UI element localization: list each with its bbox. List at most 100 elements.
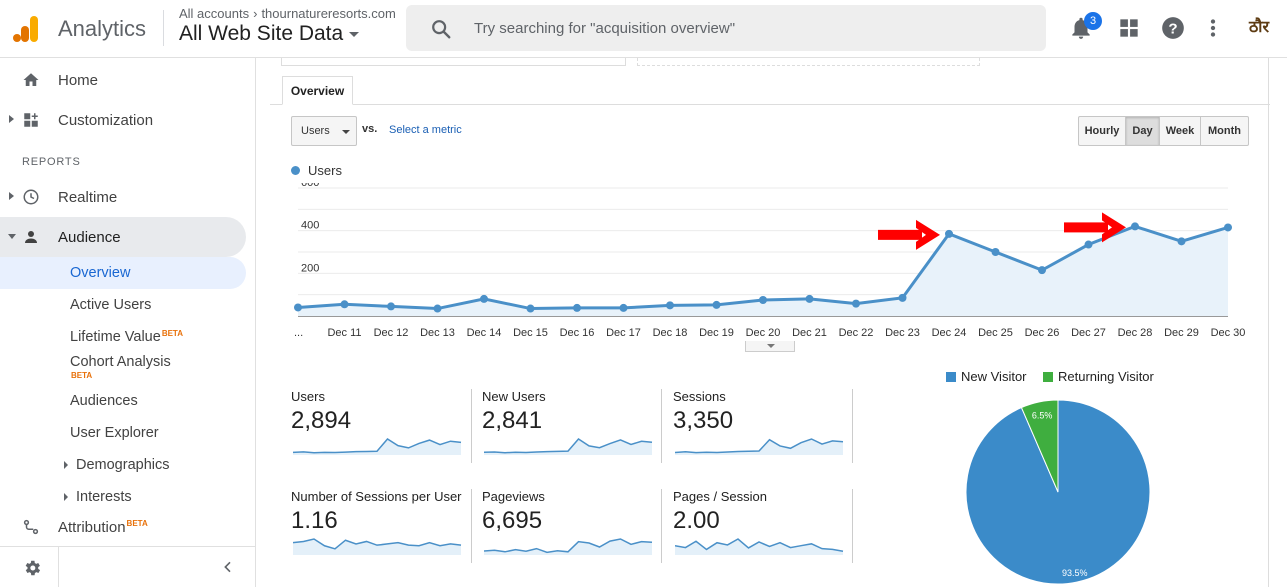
help-icon[interactable]: ? [1160, 15, 1186, 41]
sidebar-item-customization[interactable]: Customization [0, 100, 246, 140]
scorecard[interactable]: Users 2,894 [291, 389, 472, 469]
legend-swatch [291, 166, 300, 175]
legend-label: New Visitor [961, 369, 1027, 384]
clock-icon [23, 189, 39, 205]
sparkline-area [293, 439, 461, 455]
data-point [1084, 240, 1093, 249]
scorecard[interactable]: Number of Sessions per User 1.16 [291, 489, 472, 569]
scorecard-value: 2.00 [673, 507, 720, 534]
arrow-head [1102, 212, 1126, 243]
x-tick-label: Dec 15 [513, 327, 548, 339]
subitem-label: Cohort Analysis [70, 354, 171, 370]
home-icon [23, 73, 39, 86]
sidebar-item-label: Home [58, 72, 99, 89]
sidebar-subitem-cohort-analysis[interactable]: Cohort Analysis BETA [0, 349, 246, 385]
sidebar-subitem-active-users[interactable]: Active Users [0, 289, 246, 321]
range-month-button[interactable]: Month [1208, 125, 1241, 137]
sidebar-item-audience[interactable]: Audience [0, 217, 246, 257]
x-tick-label: Dec 19 [699, 327, 734, 339]
scorecard[interactable]: Sessions 3,350 [673, 389, 854, 469]
footer-divider [58, 547, 59, 587]
range-week-button[interactable]: Week [1160, 117, 1201, 145]
arrow-head [916, 219, 940, 250]
x-tick-label: ... [294, 327, 303, 339]
scorecard-divider [661, 489, 662, 563]
beta-badge: BETA [71, 371, 93, 380]
x-tick-label: Dec 23 [885, 327, 920, 339]
scorecard-sparkline [484, 538, 653, 555]
metric-select[interactable]: Users [291, 116, 357, 146]
apps-grid-icon[interactable] [1116, 15, 1142, 41]
expand-arrow-icon [64, 493, 68, 501]
chart-resize-handle[interactable] [745, 341, 795, 352]
breadcrumb-root[interactable]: All accounts [179, 6, 250, 21]
select-metric-link[interactable]: Select a metric [389, 124, 462, 136]
x-tick-label: Dec 22 [839, 327, 874, 339]
scorecard-sparkline [675, 538, 844, 555]
x-tick-label: Dec 27 [1071, 327, 1106, 339]
sidebar-subitem-lifetime-value[interactable]: Lifetime ValueBETA [0, 321, 246, 353]
data-point [759, 296, 767, 304]
sidebar-item-attribution[interactable]: AttributionBETA [0, 507, 246, 547]
beta-badge: BETA [126, 519, 148, 528]
data-point [898, 293, 907, 302]
sidebar-subitem-interests[interactable]: Interests [0, 481, 246, 513]
search-input[interactable] [474, 15, 1014, 41]
search-bar[interactable] [406, 5, 1046, 51]
sidebar-item-realtime[interactable]: Realtime [0, 177, 246, 217]
scorecard-label: Sessions [673, 389, 726, 404]
view-name[interactable]: All Web Site Data [179, 22, 344, 45]
sidebar-item-home[interactable]: Home [0, 60, 246, 100]
sidebar-subitem-user-explorer[interactable]: User Explorer [0, 417, 246, 449]
red-arrow-annotation [1064, 212, 1126, 243]
scorecard-value: 1.16 [291, 507, 338, 534]
reports-section-label: REPORTS [22, 156, 81, 168]
data-point [480, 294, 488, 303]
sidebar-subitem-audiences[interactable]: Audiences [0, 385, 246, 417]
sparkline-line [675, 538, 844, 553]
segment-box [281, 58, 626, 66]
sidebar-subitem-overview[interactable]: Overview [0, 257, 246, 289]
gear-icon[interactable] [22, 558, 42, 578]
pie-slice-label: 6.5% [1032, 410, 1053, 420]
range-day-button[interactable]: Day [1126, 117, 1160, 145]
scorecard[interactable]: Pageviews 6,695 [482, 489, 663, 569]
y-tick-label: 600 [301, 183, 319, 189]
search-icon [432, 20, 451, 39]
scorecard-value: 6,695 [482, 507, 543, 534]
header-divider [163, 10, 164, 46]
dashboard-plus-icon [24, 113, 38, 127]
pie-slice [1020, 399, 1059, 493]
scorecard-value: 3,350 [673, 407, 734, 434]
x-tick-label: Dec 25 [978, 327, 1013, 339]
app-name: Analytics [58, 16, 147, 41]
y-tick-label: 400 [301, 220, 319, 232]
scorecard[interactable]: Pages / Session 2.00 [673, 489, 854, 569]
sidebar-subitem-demographics[interactable]: Demographics [0, 449, 246, 481]
view-selector[interactable]: All Web Site Data [179, 22, 360, 46]
chevron-right-icon: › [253, 6, 258, 21]
account-avatar[interactable]: ठौर [1249, 17, 1269, 36]
x-tick-label: Dec 16 [560, 327, 595, 339]
sidebar-item-label: Attribution [58, 519, 126, 536]
sparkline-line [675, 438, 844, 454]
subitem-label: Interests [76, 489, 132, 505]
sparkline-area [484, 439, 652, 455]
legend-label: Returning Visitor [1058, 369, 1154, 384]
x-tick-label: Dec 24 [932, 327, 967, 339]
tab-bar-line [270, 104, 1270, 105]
legend-label: Users [308, 163, 342, 178]
x-tick-label: Dec 13 [420, 327, 455, 339]
chevron-left-icon[interactable] [220, 559, 236, 575]
data-point [1038, 266, 1046, 275]
pie-legend-returning: Returning Visitor [1043, 369, 1154, 384]
add-segment-box [637, 58, 980, 66]
tab-overview[interactable]: Overview [282, 76, 353, 105]
scorecard[interactable]: New Users 2,841 [482, 389, 663, 469]
more-vert-icon[interactable] [1200, 15, 1226, 41]
scorecard-label: New Users [482, 389, 546, 404]
account-breadcrumb[interactable]: All accounts › thournatureresorts.com [179, 6, 396, 21]
scorecard-divider [852, 489, 853, 563]
breadcrumb-account[interactable]: thournatureresorts.com [261, 6, 396, 21]
range-hourly-button[interactable]: Hourly [1079, 117, 1126, 145]
